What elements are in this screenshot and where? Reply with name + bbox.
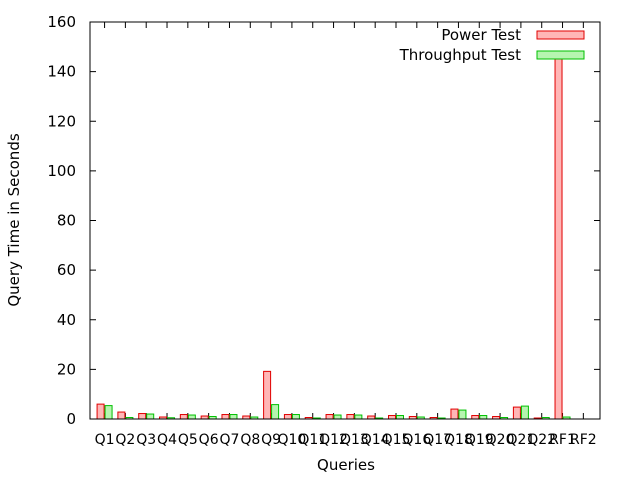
bar-power-test: [388, 415, 396, 420]
x-tick-label: Q5: [178, 432, 198, 448]
x-tick-label: Q14: [361, 432, 390, 448]
bar-power-test: [512, 406, 521, 420]
y-tick-label: 100: [47, 162, 76, 180]
bar-power-test: [96, 403, 105, 420]
x-tick-label: Q15: [382, 432, 411, 448]
bar-power-test: [221, 414, 230, 420]
bar-power-test: [346, 414, 355, 420]
y-axis-label: Query Time in Seconds: [5, 133, 23, 306]
x-tick-label: Q10: [277, 432, 306, 448]
bar-throughput-test: [291, 414, 300, 420]
y-tick-label: 40: [57, 311, 76, 329]
x-tick-label: Q6: [199, 432, 219, 448]
bar-throughput-test: [333, 414, 342, 420]
y-tick-label: 120: [47, 112, 76, 130]
bar-throughput-test: [271, 404, 280, 420]
x-tick-label: Q13: [340, 432, 369, 448]
bars: [96, 57, 571, 420]
x-tick-label: Q2: [115, 432, 135, 448]
bar-power-test: [471, 415, 480, 420]
x-tick-label: Q4: [157, 432, 177, 448]
x-tick-label: Q18: [444, 432, 473, 448]
legend-label: Power Test: [441, 26, 521, 44]
plot-area-border: [89, 21, 601, 420]
bar-power-test: [179, 414, 188, 420]
x-tick-label: Q9: [261, 432, 281, 448]
y-tick-label: 60: [57, 261, 76, 279]
y-axis-ticks: 0 20 40 60 80 100 120 140 160: [47, 13, 600, 428]
x-tick-label: Q21: [506, 432, 535, 448]
bar-throughput-test: [229, 414, 238, 420]
x-axis-label: Queries: [317, 456, 375, 474]
x-tick-label: Q17: [423, 432, 452, 448]
x-tick-label: Q22: [527, 432, 556, 448]
y-tick-label: 0: [66, 410, 76, 428]
x-tick-label: Q11: [298, 432, 327, 448]
x-tick-label: Q12: [319, 432, 348, 448]
bar-power-test: [325, 414, 334, 420]
bar-throughput-test: [187, 414, 196, 420]
x-tick-label: Q1: [95, 432, 115, 448]
bar-throughput-test: [104, 405, 113, 420]
x-tick-label: Q7: [220, 432, 240, 448]
x-tick-label: Q16: [402, 432, 431, 448]
bar-throughput-test: [146, 413, 155, 420]
bar-throughput-test: [396, 415, 404, 420]
x-tick-label: Q8: [240, 432, 260, 448]
y-tick-label: 80: [57, 212, 76, 230]
legend-label: Throughput Test: [399, 46, 522, 64]
y-tick-label: 160: [47, 13, 76, 31]
x-tick-label: RF1: [549, 432, 576, 448]
x-tick-label: Q3: [136, 432, 156, 448]
bar-throughput-test: [520, 405, 529, 420]
y-tick-label: 140: [47, 63, 76, 81]
bar-power-test: [554, 57, 563, 420]
bar-throughput-test: [354, 414, 363, 420]
bar-power-test: [263, 370, 272, 420]
bar-power-test: [283, 414, 292, 420]
x-axis-ticks: Q1 Q2 Q3 Q4 Q5 Q6 Q7 Q8 Q9Q10Q11Q12Q13Q14Q15Q16Q…: [95, 22, 597, 448]
x-tick-label: RF2: [570, 432, 597, 448]
legend: Power Test Throughput Test: [399, 26, 585, 64]
bar-power-test: [138, 413, 147, 420]
x-tick-label: Q20: [486, 432, 515, 448]
bar-power-test: [117, 411, 126, 420]
legend-swatch: [536, 30, 585, 40]
bar-throughput-test: [479, 415, 488, 420]
bar-throughput-test: [458, 409, 467, 420]
bar-power-test: [450, 408, 459, 420]
legend-swatch: [536, 50, 585, 60]
y-tick-label: 20: [57, 360, 76, 378]
x-tick-label: Q19: [465, 432, 494, 448]
